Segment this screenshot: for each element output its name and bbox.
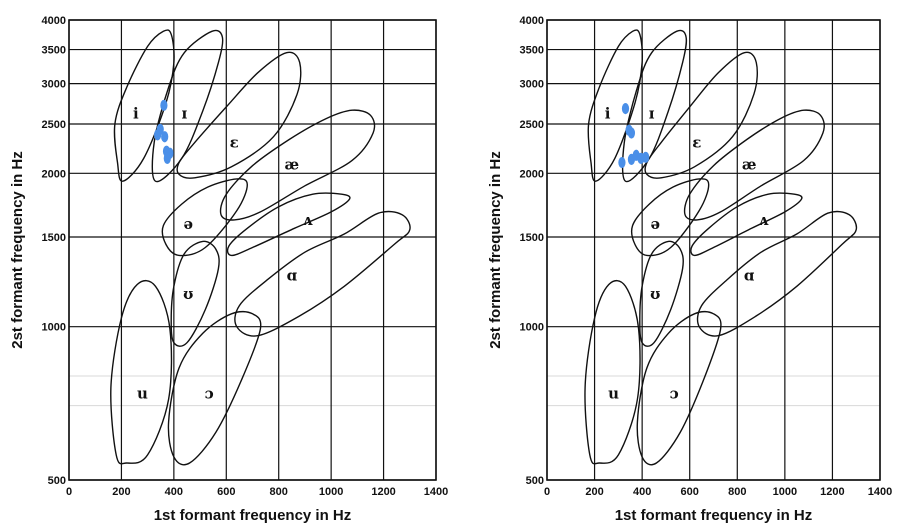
plot-frame (546, 19, 881, 481)
formant-point (621, 102, 630, 115)
vowel-label: ʊ (650, 285, 660, 303)
vowel-label: ʌ (759, 211, 769, 229)
formant-point (161, 131, 169, 143)
y-tick-label: 3500 (520, 45, 544, 57)
x-tick-label: 200 (112, 486, 130, 498)
vowel-label: æ (742, 156, 757, 174)
vowel-label: ə (184, 215, 194, 233)
y-axis-label: 2st formant frequency in Hz (487, 151, 504, 349)
x-tick-label: 0 (544, 486, 550, 498)
vowel-region-u (584, 279, 641, 465)
vowel-label: ɔ (205, 384, 214, 402)
vowel-region-a (696, 210, 858, 337)
y-tick-label: 1500 (520, 232, 544, 244)
vowel-region-i (113, 29, 175, 182)
vowel-label: u (608, 384, 619, 402)
y-tick-label: 2000 (520, 168, 544, 180)
vowel-region-open (167, 310, 262, 466)
x-axis-label: 1st formant frequency in Hz (154, 507, 352, 524)
vowel-label: ɪ (181, 105, 187, 123)
vowel-label: ə (650, 215, 660, 233)
vowel-label: ʊ (183, 285, 193, 303)
right-formant-chart: 0 200 400 600 800 1000 1200 1400 500 1000 1500 2000… (487, 15, 892, 524)
x-tick-label: 1200 (820, 486, 844, 498)
vowel-label: ɪ (649, 105, 655, 123)
y-axis-label: 2st formant frequency in Hz (9, 151, 26, 349)
y-tick-label: 2000 (42, 168, 66, 180)
x-tick-label: 800 (270, 486, 288, 498)
vowel-region-e (176, 51, 302, 179)
vowel-region-wedge (690, 192, 803, 257)
y-tick-label: 500 (48, 475, 66, 487)
vowel-region-open (636, 310, 722, 466)
y-tick-label: 4000 (520, 15, 544, 27)
x-tick-label: 1000 (319, 486, 343, 498)
x-tick-label: 600 (217, 486, 235, 498)
formant-point (163, 152, 171, 164)
formant-point (627, 127, 636, 139)
vowel-region-u (110, 279, 173, 465)
vowel-region-e (644, 51, 758, 179)
x-tick-label: 600 (681, 486, 699, 498)
y-tick-label: 500 (526, 475, 544, 487)
vowel-region-ups (170, 240, 220, 347)
vowel-label: ʌ (303, 211, 313, 229)
vowel-label: u (137, 384, 148, 402)
vowel-region-a (234, 210, 411, 337)
x-tick-label: 400 (165, 486, 183, 498)
vowel-region-ups (639, 240, 684, 347)
y-tick-label: 2500 (42, 119, 66, 131)
x-tick-label: 1400 (868, 486, 892, 498)
y-tick-label: 3000 (42, 79, 66, 91)
formant-point (642, 151, 650, 163)
x-tick-label: 400 (633, 486, 651, 498)
x-tick-label: 1200 (371, 486, 395, 498)
vowel-label: i (605, 105, 611, 123)
vowel-region-i (151, 29, 224, 183)
left-formant-chart: 0 200 400 600 800 1000 1200 1400 500 1000 1500 2000… (9, 15, 448, 524)
x-axis-label: 1st formant frequency in Hz (615, 507, 813, 524)
y-tick-label: 2500 (520, 119, 544, 131)
vowel-label: i (133, 105, 139, 123)
formant-point (154, 129, 162, 141)
vowel-label: ɑ (744, 267, 755, 285)
vowel-region-schwa (630, 178, 710, 257)
vowel-region-i (621, 29, 688, 183)
vowel-region-wedge (226, 192, 351, 257)
x-tick-label: 1000 (773, 486, 797, 498)
vowel-label: æ (285, 156, 300, 174)
x-tick-label: 200 (585, 486, 603, 498)
formant-point (618, 156, 626, 169)
plot-frame (68, 19, 437, 481)
y-tick-label: 1000 (42, 322, 66, 334)
x-tick-label: 1400 (424, 486, 448, 498)
vowel-region-i (587, 29, 644, 182)
y-tick-label: 1000 (520, 322, 544, 334)
x-tick-label: 800 (728, 486, 746, 498)
y-tick-label: 1500 (42, 232, 66, 244)
vowel-label: ɛ (230, 133, 239, 151)
vowel-label: ɑ (287, 267, 298, 285)
y-tick-label: 3500 (42, 45, 66, 57)
y-tick-label: 3000 (520, 79, 544, 91)
y-tick-label: 4000 (42, 15, 66, 27)
vowel-region-schwa (161, 178, 249, 257)
vowel-label: ɔ (670, 384, 679, 402)
vowel-region-ae (683, 109, 825, 221)
formant-point (160, 99, 168, 111)
vowel-label: ɛ (692, 133, 701, 151)
vowel-region-ae (219, 109, 376, 221)
x-tick-label: 0 (66, 486, 72, 498)
